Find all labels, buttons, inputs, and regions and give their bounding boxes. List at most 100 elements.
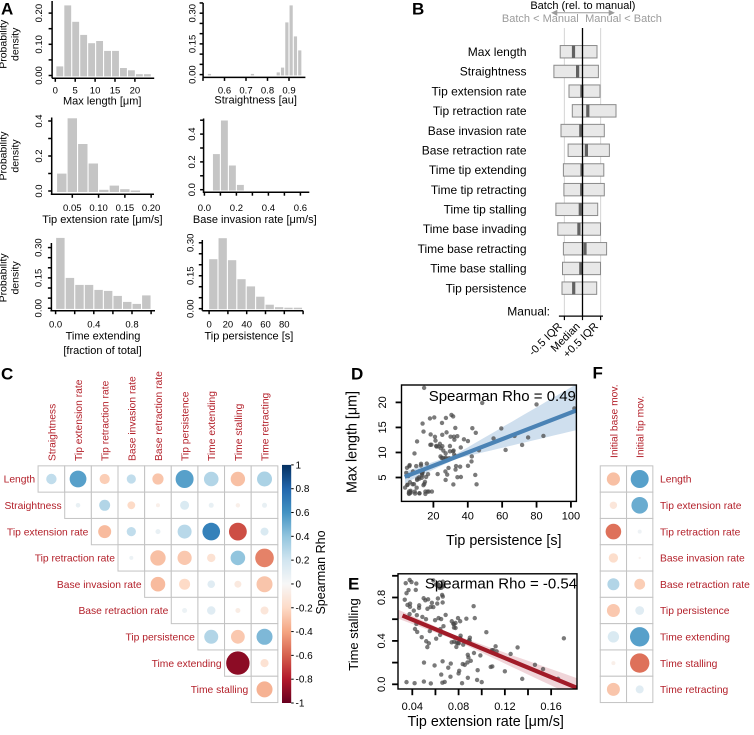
svg-text:Time extending: Time extending — [66, 331, 141, 343]
svg-text:0.8: 0.8 — [376, 590, 388, 605]
svg-text:Straightness [au]: Straightness [au] — [214, 95, 297, 107]
svg-text:Tip persistence [s]: Tip persistence [s] — [446, 533, 561, 549]
svg-text:10: 10 — [377, 446, 389, 458]
svg-text:Time tip stalling: Time tip stalling — [444, 203, 527, 217]
svg-text:Manual:: Manual: — [507, 305, 550, 319]
svg-text:Spearman Rho = 0.49: Spearman Rho = 0.49 — [429, 388, 576, 405]
svg-text:10: 10 — [90, 85, 101, 96]
svg-text:Tip retraction rate: Tip retraction rate — [660, 527, 741, 538]
svg-text:[fraction of total]: [fraction of total] — [63, 345, 141, 357]
svg-text:Tip persistence: Tip persistence — [660, 606, 730, 617]
svg-text:Manual < Batch: Manual < Batch — [585, 13, 662, 25]
svg-text:Straightness: Straightness — [47, 404, 58, 461]
svg-text:Tip persistence: Tip persistence — [181, 391, 192, 461]
svg-text:0.00: 0.00 — [188, 65, 199, 84]
svg-text:0.30: 0.30 — [188, 4, 199, 23]
svg-text:Tip extension rate: Tip extension rate — [74, 379, 85, 461]
svg-text:-0.8: -0.8 — [296, 675, 314, 686]
svg-text:Probability: Probability — [0, 253, 10, 303]
svg-text:Batch (rel. to manual): Batch (rel. to manual) — [530, 0, 635, 12]
svg-text:0.8: 0.8 — [125, 319, 138, 330]
svg-text:0.12: 0.12 — [494, 701, 515, 713]
svg-text:0.00: 0.00 — [185, 299, 196, 318]
svg-text:Tip persistence [s]: Tip persistence [s] — [204, 331, 293, 343]
svg-text:20: 20 — [223, 319, 234, 330]
svg-text:Base invasion rate: Base invasion rate — [57, 580, 142, 591]
svg-text:density: density — [10, 261, 22, 295]
svg-text:0.4: 0.4 — [34, 114, 45, 127]
svg-text:Tip extension rate: Tip extension rate — [660, 501, 742, 512]
svg-text:Tip extension rate: Tip extension rate — [7, 527, 89, 538]
svg-text:Time retracting: Time retracting — [660, 685, 729, 696]
svg-text:Tip retraction rate: Tip retraction rate — [433, 104, 527, 118]
svg-text:Max length [μm]: Max length [μm] — [345, 391, 361, 493]
svg-text:0.15: 0.15 — [116, 203, 135, 214]
svg-text:Tip retraction rate: Tip retraction rate — [101, 380, 112, 461]
svg-text:Time extending: Time extending — [152, 659, 222, 670]
svg-text:0.8: 0.8 — [296, 484, 310, 495]
svg-text:Straightness: Straightness — [460, 65, 527, 79]
svg-text:0.30: 0.30 — [34, 238, 45, 257]
svg-text:0.9: 0.9 — [282, 86, 295, 97]
svg-text:density: density — [10, 27, 22, 61]
svg-text:40: 40 — [241, 319, 252, 330]
svg-text:0.15: 0.15 — [188, 35, 199, 54]
svg-text:20: 20 — [130, 85, 141, 96]
svg-text:Batch < Manual: Batch < Manual — [502, 13, 579, 25]
svg-text:Time stalling: Time stalling — [346, 598, 361, 670]
svg-text:-1: -1 — [296, 699, 305, 710]
svg-text:Time base invading: Time base invading — [423, 222, 527, 236]
svg-text:Time stalling: Time stalling — [191, 685, 249, 696]
svg-text:0.0: 0.0 — [34, 184, 45, 197]
svg-text:0.00: 0.00 — [34, 66, 45, 85]
svg-text:0: 0 — [296, 579, 302, 590]
svg-text:Time stalling: Time stalling — [660, 659, 718, 670]
svg-text:0.8: 0.8 — [261, 86, 274, 97]
svg-text:20: 20 — [427, 511, 439, 523]
svg-text:Max length: Max length — [468, 45, 527, 59]
svg-text:0: 0 — [53, 85, 58, 96]
svg-text:60: 60 — [496, 511, 508, 523]
svg-text:0.0: 0.0 — [198, 203, 211, 214]
svg-text:Base retraction rate: Base retraction rate — [422, 143, 527, 157]
svg-text:0.2: 0.2 — [230, 203, 243, 214]
svg-text:0.16: 0.16 — [540, 701, 561, 713]
svg-text:0.6: 0.6 — [218, 86, 231, 97]
svg-text:B: B — [412, 0, 424, 19]
svg-text:20: 20 — [377, 396, 389, 408]
svg-text:Tip extension rate [μm/s]: Tip extension rate [μm/s] — [42, 214, 162, 226]
svg-text:Base retraction rate: Base retraction rate — [154, 371, 165, 461]
svg-text:E: E — [348, 575, 359, 594]
svg-text:Base invasion rate: Base invasion rate — [660, 554, 745, 565]
svg-text:Max length [μm]: Max length [μm] — [63, 95, 141, 107]
svg-text:Probability: Probability — [0, 19, 10, 69]
svg-text:0: 0 — [206, 319, 211, 330]
svg-text:15: 15 — [377, 421, 389, 433]
svg-text:D: D — [351, 365, 363, 384]
svg-text:0.15: 0.15 — [185, 266, 196, 285]
svg-text:0.2: 0.2 — [34, 149, 45, 162]
svg-text:0.4: 0.4 — [187, 127, 198, 140]
svg-text:Time extending: Time extending — [207, 391, 218, 461]
svg-text:5: 5 — [377, 474, 389, 480]
svg-text:0.08: 0.08 — [448, 701, 469, 713]
svg-text:0.30: 0.30 — [185, 234, 196, 253]
svg-text:0.6: 0.6 — [296, 508, 310, 519]
svg-text:Spearman Rho = -0.54: Spearman Rho = -0.54 — [425, 576, 577, 593]
svg-text:Tip extension rate [μm/s]: Tip extension rate [μm/s] — [408, 714, 564, 730]
svg-text:F: F — [593, 364, 603, 383]
svg-text:Base retraction rate: Base retraction rate — [78, 606, 168, 617]
svg-text:80: 80 — [279, 319, 290, 330]
svg-text:Tip persistence: Tip persistence — [446, 281, 527, 295]
svg-text:Tip retraction rate: Tip retraction rate — [35, 554, 116, 565]
svg-text:15: 15 — [110, 85, 121, 96]
svg-text:Length: Length — [660, 475, 692, 486]
svg-text:0.0: 0.0 — [187, 183, 198, 196]
svg-text:Base retraction rate: Base retraction rate — [660, 580, 750, 591]
svg-text:Tip extension rate: Tip extension rate — [432, 84, 527, 98]
svg-text:Time base stalling: Time base stalling — [430, 262, 526, 276]
svg-text:Initial tip mov.: Initial tip mov. — [636, 396, 647, 458]
svg-text:0.4: 0.4 — [87, 319, 100, 330]
svg-text:Time retracting: Time retracting — [261, 392, 272, 461]
svg-text:5: 5 — [73, 85, 78, 96]
